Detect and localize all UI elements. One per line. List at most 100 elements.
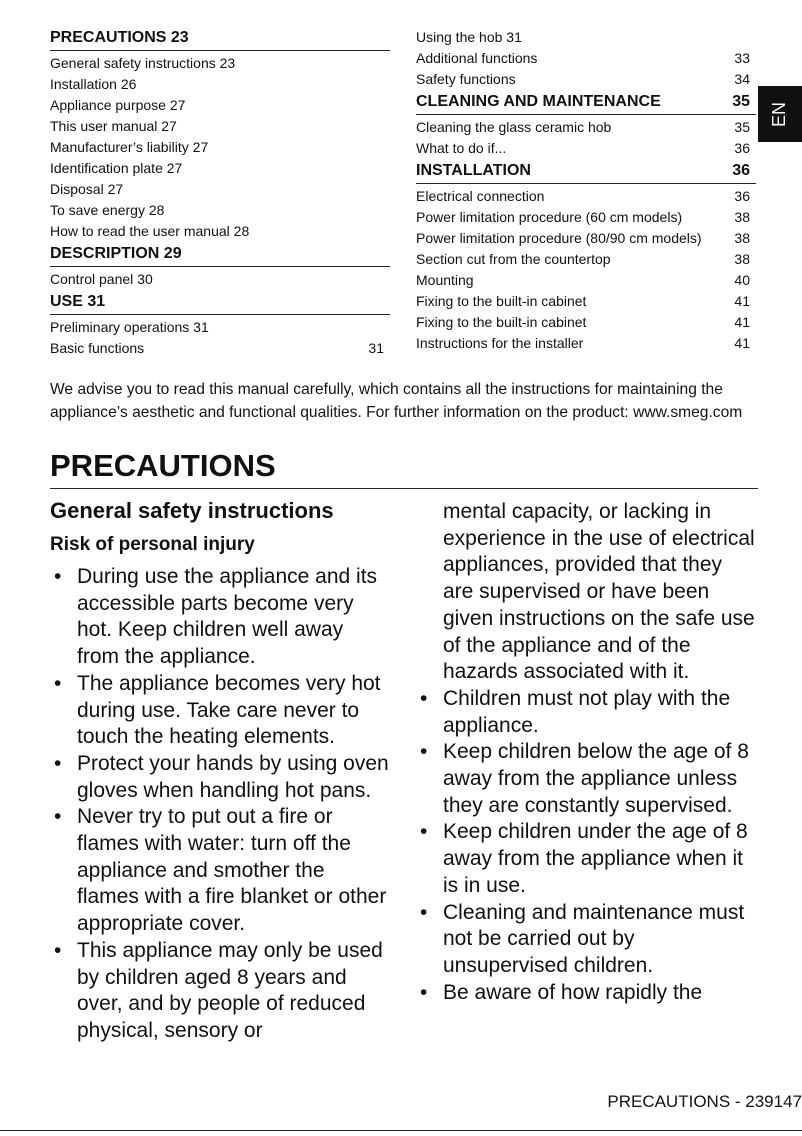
toc-entry: Fixing to the built-in cabinet 41 [416, 312, 756, 333]
toc-entry-text: Instructions for the installer [416, 335, 584, 351]
toc-entry: Additional functions 33 [416, 48, 756, 69]
toc-heading: USE 31 [50, 290, 390, 315]
toc-entry-text: Power limitation procedure (60 cm models… [416, 209, 683, 225]
toc-entry-text: Control panel 30 [50, 271, 153, 287]
toc-entry-text: Appliance purpose 27 [50, 97, 186, 113]
toc-entry-page: 41 [734, 293, 750, 309]
toc-entry-text: Mounting [416, 272, 474, 288]
toc-entry-text: This user manual 27 [50, 118, 177, 134]
toc-entry-text: Section cut from the countertop [416, 251, 611, 267]
toc-heading-text: USE 31 [50, 293, 106, 310]
toc-entry: Fixing to the built-in cabinet 41 [416, 291, 756, 312]
toc-heading: CLEANING AND MAINTENANCE 35 [416, 90, 756, 115]
toc-entry: Using the hob 31 [416, 27, 756, 48]
bullet-item: Keep children below the age of 8 away fr… [416, 739, 758, 819]
bullet-item: Keep children under the age of 8 away fr… [416, 819, 758, 899]
toc-entry-text: Basic functions [50, 340, 145, 356]
toc-entry: Electrical connection 36 [416, 186, 756, 207]
toc-entry-text: Manufacturer’s liability 27 [50, 139, 209, 155]
toc-entry-text: Using the hob 31 [416, 29, 522, 45]
toc-heading-page: 35 [732, 93, 750, 110]
toc-entry: Disposal 27 [50, 179, 390, 200]
toc-entry-text: Power limitation procedure (80/90 cm mod… [416, 230, 702, 246]
toc-entry: Safety functions 34 [416, 69, 756, 90]
bullet-item: Never try to put out a fire or flames wi… [50, 804, 390, 938]
toc-entry: Control panel 30 [50, 269, 390, 290]
toc-entry-page: 38 [734, 251, 750, 267]
toc-entry-text: How to read the user manual 28 [50, 223, 250, 239]
toc-entry-text: Additional functions [416, 50, 538, 66]
continuation: mental capacity, or lacking in experienc… [443, 500, 755, 684]
toc-entry-text: To save energy 28 [50, 202, 165, 218]
toc-entry-page: 35 [734, 119, 750, 135]
toc-entry: Preliminary operations 31 [50, 317, 390, 338]
toc-entry: Basic functions 31 [50, 338, 390, 359]
subheading: Risk of personal injury [50, 534, 255, 555]
toc-entry: How to read the user manual 28 [50, 221, 390, 242]
toc-heading-text: DESCRIPTION 29 [50, 245, 182, 262]
toc-entry: Mounting 40 [416, 270, 756, 291]
toc-entry: Manufacturer’s liability 27 [50, 137, 390, 158]
footer: PRECAUTIONS - 239147 [607, 1092, 802, 1111]
toc-heading-text: CLEANING AND MAINTENANCE [416, 93, 661, 110]
toc-entry-text: Identification plate 27 [50, 160, 183, 176]
toc-entry-text: Fixing to the built-in cabinet [416, 293, 587, 309]
toc-entry-text: Safety functions [416, 71, 516, 87]
section-title: PRECAUTIONS [50, 448, 758, 489]
toc-entry-text: Preliminary operations 31 [50, 319, 209, 335]
toc-entry-page: 31 [368, 340, 384, 356]
toc-entry-page: 33 [734, 50, 750, 66]
toc-heading-text: INSTALLATION [416, 162, 531, 179]
bullet-list: Children must not play with the applianc… [416, 686, 758, 1006]
toc-heading-page: 36 [732, 162, 750, 179]
intro: We advise you to read this manual carefu… [50, 381, 743, 421]
toc-entry-text: What to do if... [416, 140, 507, 156]
footer-rule [0, 1130, 802, 1131]
bullet-item: Protect your hands by using oven gloves … [50, 751, 390, 804]
toc-entry-page: 38 [734, 209, 750, 225]
bullet-item: Cleaning and maintenance must not be car… [416, 900, 758, 980]
toc-left: PRECAUTIONS 23 General safety instruction… [50, 26, 390, 359]
language-tab: EN [758, 86, 802, 142]
toc-heading: INSTALLATION 36 [416, 159, 756, 184]
toc-entry: Section cut from the countertop 38 [416, 249, 756, 270]
toc-entry-text: Cleaning the glass ceramic hob [416, 119, 612, 135]
toc-entry-text: Fixing to the built-in cabinet [416, 314, 587, 330]
toc-entry: Power limitation procedure (60 cm models… [416, 207, 756, 228]
toc-entry: Cleaning the glass ceramic hob 35 [416, 117, 756, 138]
bullet-item: Be aware of how rapidly the [416, 980, 758, 1007]
toc-entry: Appliance purpose 27 [50, 95, 390, 116]
toc-entry: Power limitation procedure (80/90 cm mod… [416, 228, 756, 249]
toc-entry: Identification plate 27 [50, 158, 390, 179]
column-right: mental capacity, or lacking in experienc… [416, 499, 758, 1006]
toc-heading-text: PRECAUTIONS 23 [50, 29, 189, 46]
toc-right: Using the hob 31 Additional functions 33 Sa… [416, 27, 756, 354]
language-label: EN [769, 101, 790, 127]
bullet-item: This appliance may only be used by child… [50, 938, 390, 1045]
column-left: General safety instructions Risk of pers… [50, 496, 390, 1045]
toc-entry: Instructions for the installer 41 [416, 333, 756, 354]
toc-heading: DESCRIPTION 29 [50, 242, 390, 267]
toc-entry: To save energy 28 [50, 200, 390, 221]
toc-entry-page: 36 [734, 140, 750, 156]
toc-entry-text: Installation 26 [50, 76, 137, 92]
toc-entry-page: 40 [734, 272, 750, 288]
toc-entry-page: 41 [734, 314, 750, 330]
bullet-item: The appliance becomes very hot during us… [50, 671, 390, 751]
bullet-list: During use the appliance and its accessi… [50, 564, 390, 1045]
bullet-item: Children must not play with the applianc… [416, 686, 758, 739]
toc-entry: Installation 26 [50, 74, 390, 95]
toc-entry-text: General safety instructions 23 [50, 55, 236, 71]
toc-entry-page: 38 [734, 230, 750, 246]
toc-entry: What to do if... 36 [416, 138, 756, 159]
toc-entry-text: Disposal 27 [50, 181, 124, 197]
toc-entry-page: 34 [734, 71, 750, 87]
bullet-item: During use the appliance and its accessi… [50, 564, 390, 671]
toc-entry: This user manual 27 [50, 116, 390, 137]
toc-heading: PRECAUTIONS 23 [50, 26, 390, 51]
toc-entry-page: 41 [734, 335, 750, 351]
toc-entry-page: 36 [734, 188, 750, 204]
subtitle: General safety instructions [50, 498, 334, 523]
toc-entry: General safety instructions 23 [50, 53, 390, 74]
